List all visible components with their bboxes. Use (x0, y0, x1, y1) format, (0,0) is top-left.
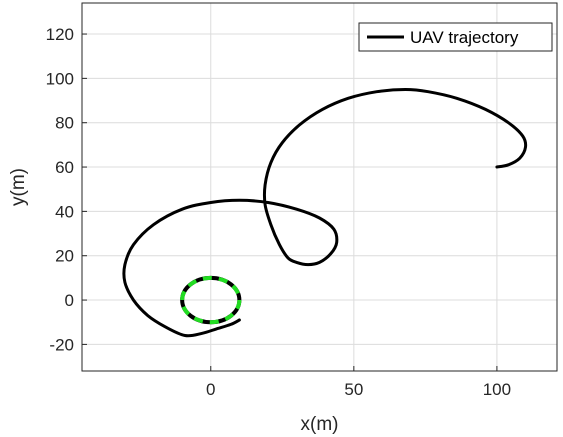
plot-area (82, 3, 557, 371)
target-orbit-dashed (180, 275, 242, 325)
y-tick-label: 100 (46, 69, 74, 88)
y-tick-label: 40 (55, 202, 74, 221)
legend-label: UAV trajectory (410, 28, 519, 47)
y-tick-label: 120 (46, 25, 74, 44)
y-axis-label: y(m) (8, 168, 29, 206)
tick-labels: 0 50 100 -20 0 20 40 60 80 100 120 (46, 25, 511, 399)
legend: UAV trajectory (358, 22, 553, 52)
series-layer (122, 88, 528, 338)
y-tick-label: 0 (65, 291, 74, 310)
x-axis-label: x(m) (301, 414, 339, 435)
x-tick-label: 50 (344, 380, 363, 399)
uav-trajectory-line (122, 88, 528, 338)
y-tick-label: 60 (55, 158, 74, 177)
grid (82, 3, 557, 371)
x-tick-label: 100 (483, 380, 511, 399)
y-tick-label: 80 (55, 114, 74, 133)
x-tick-label: 0 (206, 380, 215, 399)
y-tick-label: 20 (55, 247, 74, 266)
y-tick-label: -20 (49, 335, 74, 354)
plot-frame (81, 2, 558, 372)
